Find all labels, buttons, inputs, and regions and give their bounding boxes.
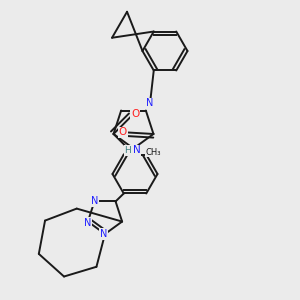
Text: O: O <box>118 128 127 137</box>
Text: H: H <box>124 146 131 155</box>
Text: N: N <box>91 196 98 206</box>
Text: N: N <box>133 146 140 155</box>
Text: N: N <box>146 98 154 109</box>
Text: N: N <box>84 218 92 228</box>
Text: N: N <box>100 229 107 239</box>
Text: CH₃: CH₃ <box>146 148 161 157</box>
Text: O: O <box>131 110 139 119</box>
